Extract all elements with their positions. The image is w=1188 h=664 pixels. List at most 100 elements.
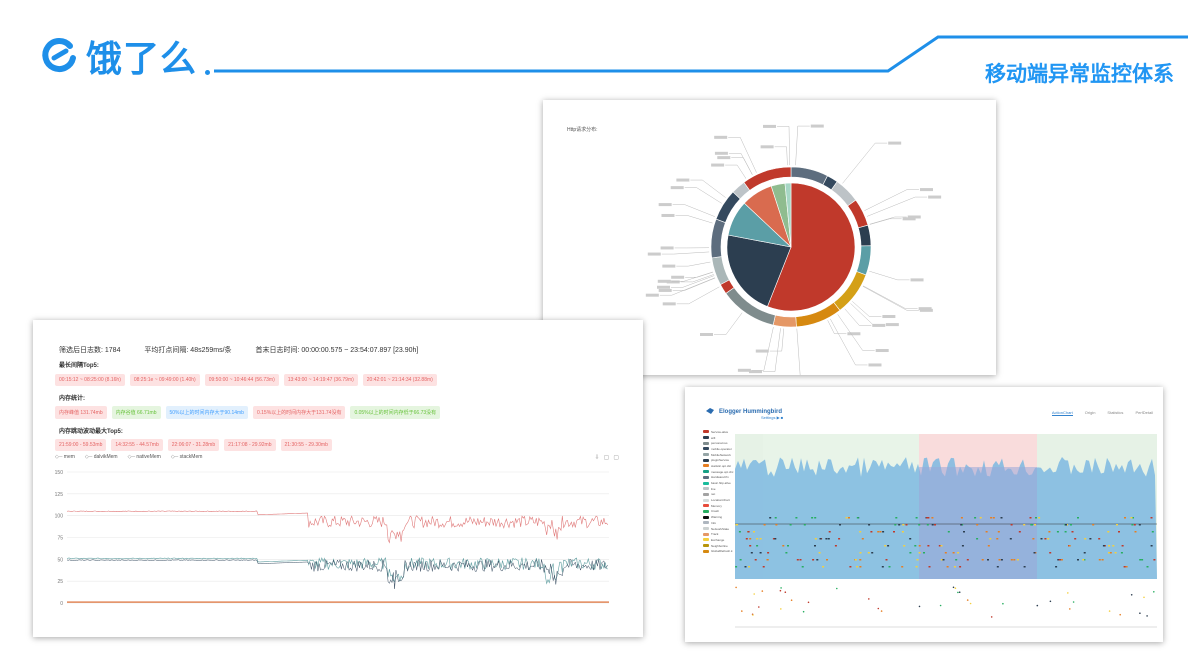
tl-lower-mark <box>741 610 743 612</box>
tl-track-name[interactable]: personal.res <box>703 440 737 446</box>
tl-event-mark <box>1049 552 1052 554</box>
tl-lower-mark <box>1139 612 1141 614</box>
zoom-icon[interactable]: ▢ <box>603 455 610 461</box>
http-pie-chart <box>645 124 942 375</box>
tl-track-name[interactable]: Warning <box>703 514 737 520</box>
http-pie-screenshot: Http请求分布: <box>543 100 996 375</box>
tl-event-mark <box>1146 566 1149 568</box>
tl-event-mark <box>916 559 919 561</box>
tl-track-name[interactable]: Exchange <box>703 537 737 543</box>
tl-track-swatch <box>703 447 709 451</box>
tl-event-mark <box>895 517 898 519</box>
tl-track-name[interactable]: statistic.opt.clic <box>703 463 737 469</box>
tl-event-mark <box>859 566 862 568</box>
tl-track-swatch <box>703 436 709 440</box>
tl-event-mark <box>898 524 901 526</box>
tl-track-name[interactable]: NetworkState <box>703 526 737 532</box>
tl-event-mark <box>893 531 895 533</box>
tl-track-name[interactable]: live <box>703 486 737 492</box>
tl-event-mark <box>1082 559 1085 561</box>
tl-track-name[interactable]: MobileNetwork <box>703 452 737 458</box>
pie-leader-line <box>774 146 788 168</box>
pie-leader-line <box>861 284 918 309</box>
legend-stack[interactable]: stackMem <box>171 454 203 460</box>
tl-event-mark <box>960 517 963 519</box>
tl-event-mark <box>963 531 965 533</box>
tl-track-name[interactable]: mobile.operator <box>703 446 737 452</box>
tl-track-name[interactable]: message.opt.clic <box>703 469 737 475</box>
tl-lower-mark <box>758 606 760 608</box>
tab-statistics[interactable]: Statistics <box>1107 410 1124 415</box>
tl-controls[interactable]: Settings ▶ ■ <box>761 415 784 420</box>
tl-track-swatch <box>703 509 709 513</box>
y-tick-label: 75 <box>57 536 63 542</box>
tl-event-mark <box>885 559 888 561</box>
tl-event-mark <box>1057 559 1060 561</box>
tl-event-mark <box>1098 538 1101 540</box>
legend-mem[interactable]: mem <box>55 454 75 460</box>
tab-origin[interactable]: Origin <box>1084 410 1096 415</box>
pie-leader-line <box>867 216 907 226</box>
pie-label-block <box>714 151 728 155</box>
tl-track-name[interactable]: net <box>703 492 737 498</box>
mem-jump-tags: 21:59:00 - 59.53mb 14:32:55 - 44.57mb 22… <box>55 439 332 451</box>
tl-track-name[interactable]: Neighborline <box>703 543 737 549</box>
tl-track-name[interactable]: Crash <box>703 509 737 515</box>
pie-leader-line <box>862 189 919 212</box>
tl-track-name[interactable]: LocationChart <box>703 497 737 503</box>
tl-track-name[interactable]: basic.http.alive <box>703 480 737 486</box>
legend-dalvik[interactable]: dalvikMem <box>85 454 118 460</box>
tl-event-mark <box>987 545 990 547</box>
tl-track-name[interactable]: wifi <box>703 435 737 441</box>
tl-lower-mark <box>780 608 782 610</box>
tl-event-mark <box>812 559 815 561</box>
page-title: 移动端异常监控体系 <box>985 62 1174 86</box>
tl-event-mark <box>901 531 904 533</box>
tl-lower-mark <box>966 599 969 601</box>
tl-event-mark <box>961 545 964 547</box>
gap-tag: 13:43:00 ~ 14:19:47 (36.79m) <box>283 374 358 386</box>
pie-outer-segment <box>772 314 797 328</box>
restore-icon[interactable]: ▢ <box>613 455 619 461</box>
tl-event-mark <box>909 538 912 540</box>
logo-text: 饿了么 <box>86 39 198 80</box>
chart-toolbox: ⇩ ▢ ▢ <box>595 454 619 461</box>
tl-track-name[interactable]: Track <box>703 531 737 537</box>
pie-label-block <box>810 124 824 128</box>
tl-track-name[interactable]: Memory <box>703 503 737 509</box>
pie-label-block <box>660 246 674 250</box>
tl-event-mark <box>966 559 969 561</box>
tl-lower-mark <box>807 601 810 604</box>
tab-actionchart[interactable]: ActionChart <box>1051 410 1073 416</box>
tl-track-name[interactable]: HardwareCfn <box>703 475 737 481</box>
tl-event-mark <box>825 538 828 540</box>
tl-event-mark <box>926 524 929 526</box>
tab-perfdetail[interactable]: PerfDetail <box>1135 410 1153 415</box>
tl-track-label: personal.res <box>711 441 728 446</box>
pie-leader-line <box>826 318 847 335</box>
pie-leader-line <box>728 153 754 177</box>
tl-event-mark <box>960 524 963 526</box>
log-count: 筛选后日志数: 1784 <box>59 347 121 354</box>
legend-native[interactable]: nativeMem <box>128 454 160 460</box>
pie-leader-line <box>713 311 744 335</box>
tl-event-mark <box>1108 552 1110 554</box>
tl-event-mark <box>987 559 989 561</box>
tl-event-mark <box>774 517 777 519</box>
tl-lower-mark <box>1143 596 1145 599</box>
tl-track-name[interactable]: GlobalRefresh.k <box>703 548 737 554</box>
tl-track-label: pluginService <box>711 458 730 463</box>
tl-event-mark <box>877 531 880 533</box>
gap-tag: 08:25:1e ~ 09:49:00 (1.40h) <box>129 374 200 386</box>
tl-event-mark <box>868 524 871 526</box>
tl-event-mark <box>881 566 884 568</box>
tl-event-mark <box>1071 531 1074 533</box>
tl-track-swatch <box>703 441 709 445</box>
download-icon[interactable]: ⇩ <box>594 455 600 461</box>
tl-track-name[interactable]: Service-alive <box>703 429 737 435</box>
tl-track-name[interactable]: Info <box>703 520 737 526</box>
jump-tag: 14:32:55 - 44.57mb <box>111 439 163 451</box>
tl-track-name[interactable]: pluginService <box>703 457 737 463</box>
tl-lower-mark <box>753 593 755 595</box>
tl-event-mark <box>1138 524 1141 526</box>
